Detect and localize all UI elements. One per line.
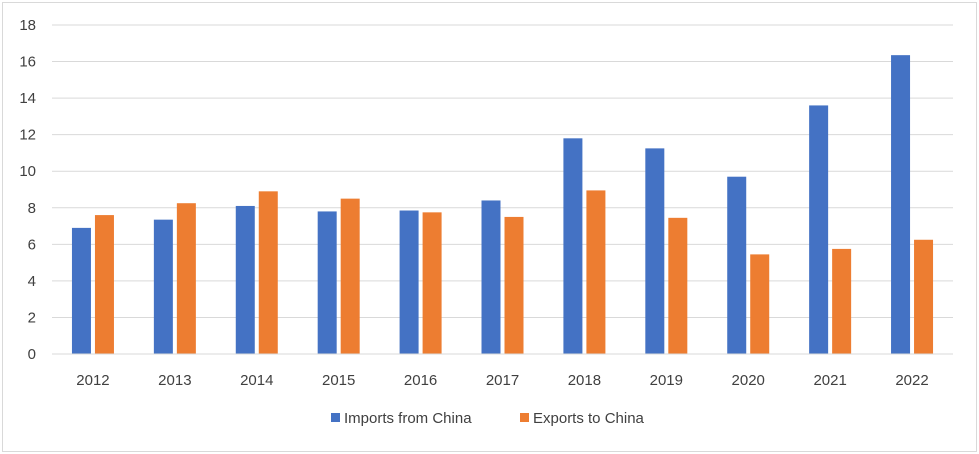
x-tick-label: 2016 <box>404 372 437 389</box>
bar-imports-2015 <box>317 211 337 354</box>
bar-imports-2016 <box>399 210 419 354</box>
x-axis-tick-labels: 2012 2013 2014 2015 2016 2017 2018 2019 2020 2021… <box>76 372 928 389</box>
legend-label-imports: Imports from China <box>344 410 472 427</box>
bar-imports-2017 <box>481 200 501 354</box>
legend-swatch-imports <box>331 413 340 422</box>
y-tick-label: 6 <box>28 236 36 253</box>
legend: Imports from China Exports to China <box>331 410 645 427</box>
bar-imports-2021 <box>809 105 829 354</box>
bar-imports-2014 <box>235 205 255 354</box>
x-tick-label: 2019 <box>650 372 683 389</box>
x-tick-label: 2017 <box>486 372 519 389</box>
y-tick-label: 8 <box>28 200 36 217</box>
y-tick-label: 16 <box>19 54 36 71</box>
x-tick-label: 2014 <box>240 372 273 389</box>
bar-exports-2015 <box>340 198 360 354</box>
bar-exports-2021 <box>832 248 852 354</box>
legend-swatch-exports <box>520 413 529 422</box>
bar-imports-2013 <box>153 219 173 354</box>
x-tick-label: 2018 <box>568 372 601 389</box>
x-tick-label: 2020 <box>732 372 765 389</box>
bars <box>71 55 934 355</box>
y-tick-label: 0 <box>28 346 36 363</box>
bar-exports-2012 <box>94 215 114 354</box>
y-axis-tick-labels: 0 2 4 6 8 10 12 14 16 18 <box>19 17 36 363</box>
y-tick-label: 12 <box>19 127 36 144</box>
bar-imports-2019 <box>645 148 665 354</box>
y-tick-label: 2 <box>28 309 36 326</box>
bar-exports-2017 <box>504 216 524 354</box>
x-tick-label: 2021 <box>813 372 846 389</box>
x-tick-label: 2013 <box>158 372 191 389</box>
bar-exports-2019 <box>668 217 688 354</box>
y-tick-label: 10 <box>19 163 36 180</box>
bar-imports-2012 <box>71 227 91 354</box>
bar-exports-2018 <box>586 190 606 354</box>
bar-exports-2013 <box>176 203 196 354</box>
legend-label-exports: Exports to China <box>533 410 645 427</box>
bar-exports-2016 <box>422 212 442 354</box>
bar-imports-2022 <box>891 55 911 355</box>
bar-imports-2018 <box>563 138 583 354</box>
y-tick-label: 4 <box>28 273 36 290</box>
bar-exports-2020 <box>750 254 770 354</box>
x-tick-label: 2022 <box>895 372 928 389</box>
y-tick-label: 18 <box>19 17 36 34</box>
gridlines <box>52 24 953 318</box>
x-tick-label: 2012 <box>76 372 109 389</box>
x-tick-label: 2015 <box>322 372 355 389</box>
bar-exports-2014 <box>258 191 278 354</box>
bar-exports-2022 <box>914 239 934 354</box>
bar-imports-2020 <box>727 176 747 354</box>
y-tick-label: 14 <box>19 90 36 107</box>
